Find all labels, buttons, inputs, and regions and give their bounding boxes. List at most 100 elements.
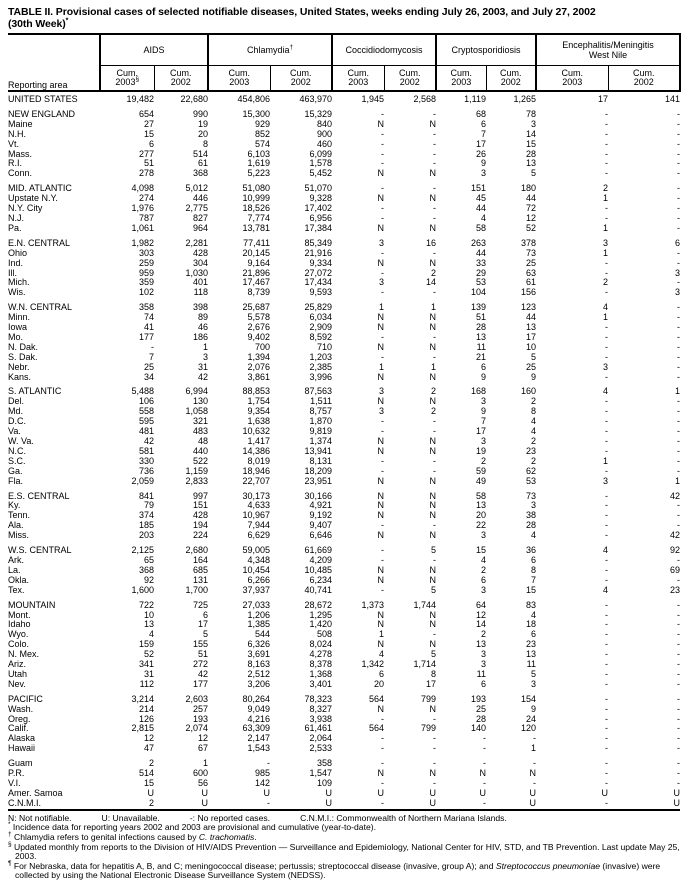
reporting-area-cell: Ind. bbox=[8, 258, 24, 268]
value-cell: 564 bbox=[368, 724, 385, 734]
value-cell: 10 bbox=[143, 610, 154, 620]
value-cell: N bbox=[377, 342, 385, 352]
value-cell: - bbox=[605, 511, 609, 521]
value-cell: 15 bbox=[143, 779, 154, 788]
value-cell: 15,300 bbox=[242, 108, 271, 119]
value-cell: 159 bbox=[138, 640, 154, 650]
value-cell: 1 bbox=[203, 342, 209, 352]
value-cell: 374 bbox=[138, 511, 154, 521]
value-cell: 3 bbox=[481, 531, 487, 541]
value-cell: 2,676 bbox=[247, 323, 271, 333]
value-cell: 4 bbox=[481, 213, 487, 223]
reporting-area-cell: UNITED STATES bbox=[8, 94, 78, 104]
value-cell: N bbox=[377, 769, 385, 779]
value-cell: 19,482 bbox=[126, 94, 154, 104]
value-cell: 840 bbox=[316, 119, 333, 129]
value-cell: 4 bbox=[148, 630, 154, 640]
value-cell: 9,593 bbox=[309, 288, 333, 298]
value-cell: - bbox=[605, 798, 609, 808]
value-cell: - bbox=[605, 521, 609, 531]
value-cell: 1,982 bbox=[131, 237, 154, 248]
reporting-area-cell: S. ATLANTIC bbox=[8, 386, 62, 397]
value-cell: 23 bbox=[526, 446, 537, 456]
value-cell: - bbox=[677, 555, 681, 565]
value-cell: - bbox=[605, 531, 609, 541]
value-cell: 20 bbox=[476, 511, 487, 521]
value-cell: 1,511 bbox=[310, 397, 333, 407]
value-cell: - bbox=[433, 213, 437, 223]
value-cell: 1,058 bbox=[185, 407, 209, 417]
table-row: Kans. 34 42 3,861 3,996 N N 9 9 - - bbox=[8, 373, 680, 383]
reporting-area-cell: N.J. bbox=[8, 213, 25, 223]
value-cell: 1 bbox=[203, 758, 209, 769]
value-cell: 61 bbox=[198, 159, 209, 169]
value-cell: 8,592 bbox=[309, 332, 333, 342]
value-cell: N bbox=[429, 313, 437, 323]
value-cell: - bbox=[605, 640, 609, 650]
value-cell: 1 bbox=[603, 248, 609, 258]
value-cell: 53 bbox=[526, 476, 537, 486]
value-cell: 5 bbox=[431, 585, 437, 595]
value-cell: N bbox=[429, 610, 437, 620]
value-cell: 21,896 bbox=[242, 268, 271, 278]
legend-item: -: No reported cases. bbox=[189, 812, 271, 823]
value-cell: - bbox=[605, 565, 609, 575]
value-cell: U bbox=[673, 798, 681, 808]
value-cell: 1,754 bbox=[247, 397, 271, 407]
value-cell: 2 bbox=[603, 183, 609, 194]
value-cell: 11 bbox=[476, 342, 487, 352]
value-cell: 1 bbox=[603, 223, 609, 233]
title-footnote-marker: * bbox=[65, 17, 69, 25]
value-cell: N bbox=[377, 610, 385, 620]
value-cell: 17 bbox=[198, 620, 209, 630]
value-cell: 1,638 bbox=[247, 417, 271, 427]
reporting-area-cell: Hawaii bbox=[8, 744, 36, 754]
value-cell: N bbox=[377, 258, 385, 268]
table-row: N.H. 15 20 852 900 - - 7 14 - - bbox=[8, 130, 680, 140]
value-cell: 56 bbox=[198, 779, 209, 788]
value-cell: - bbox=[433, 183, 437, 194]
reporting-area-cell: Ala. bbox=[8, 521, 24, 531]
value-cell: 4,216 bbox=[247, 714, 271, 724]
value-cell: 85,349 bbox=[304, 237, 333, 248]
value-cell: - bbox=[677, 714, 681, 724]
reporting-area-cell: Mich. bbox=[8, 278, 30, 288]
table-row: Calif. 2,815 2,074 63,309 61,461 564 799 140 120… bbox=[8, 724, 680, 734]
value-cell: 5,012 bbox=[185, 183, 209, 194]
reporting-area-cell: Ill. bbox=[8, 268, 17, 278]
value-cell: - bbox=[605, 769, 609, 779]
value-cell: - bbox=[605, 744, 609, 754]
value-cell: 140 bbox=[470, 724, 487, 734]
value-cell: N bbox=[429, 342, 437, 352]
value-cell: - bbox=[381, 555, 385, 565]
value-cell: 1,385 bbox=[247, 620, 271, 630]
value-cell: 193 bbox=[192, 714, 209, 724]
value-cell: 3 bbox=[603, 362, 609, 372]
value-cell: 341 bbox=[138, 660, 154, 670]
value-cell: 13 bbox=[143, 620, 154, 630]
value-cell: 27,033 bbox=[242, 599, 271, 610]
value-cell: 42 bbox=[198, 372, 209, 382]
value-cell: 2 bbox=[603, 278, 609, 288]
value-cell: 428 bbox=[192, 248, 209, 258]
value-cell: - bbox=[677, 501, 681, 511]
value-cell: 14 bbox=[426, 278, 437, 288]
value-cell: 440 bbox=[192, 446, 209, 456]
value-cell: 6,266 bbox=[247, 575, 271, 585]
value-cell: - bbox=[483, 758, 487, 769]
reporting-area-cell: Ky. bbox=[8, 501, 21, 511]
value-cell: 10,485 bbox=[304, 565, 333, 575]
value-cell: 78,323 bbox=[304, 693, 333, 704]
value-cell: 1 bbox=[379, 302, 385, 313]
value-cell: 20 bbox=[198, 129, 209, 139]
value-cell: 44 bbox=[526, 313, 537, 323]
value-cell: 3 bbox=[531, 501, 537, 511]
value-cell: 40,741 bbox=[304, 585, 333, 595]
footnotes: N: Not notifiable. U: Unavailable. -: No r… bbox=[8, 812, 680, 881]
value-cell: 36 bbox=[526, 545, 537, 556]
value-cell: 6 bbox=[531, 630, 537, 640]
value-cell: 2,775 bbox=[185, 204, 209, 214]
table-row: Conn. 278 368 5,223 5,452 N N 3 5 - - bbox=[8, 169, 680, 179]
value-cell: 58 bbox=[476, 490, 487, 501]
value-cell: - bbox=[381, 332, 385, 342]
